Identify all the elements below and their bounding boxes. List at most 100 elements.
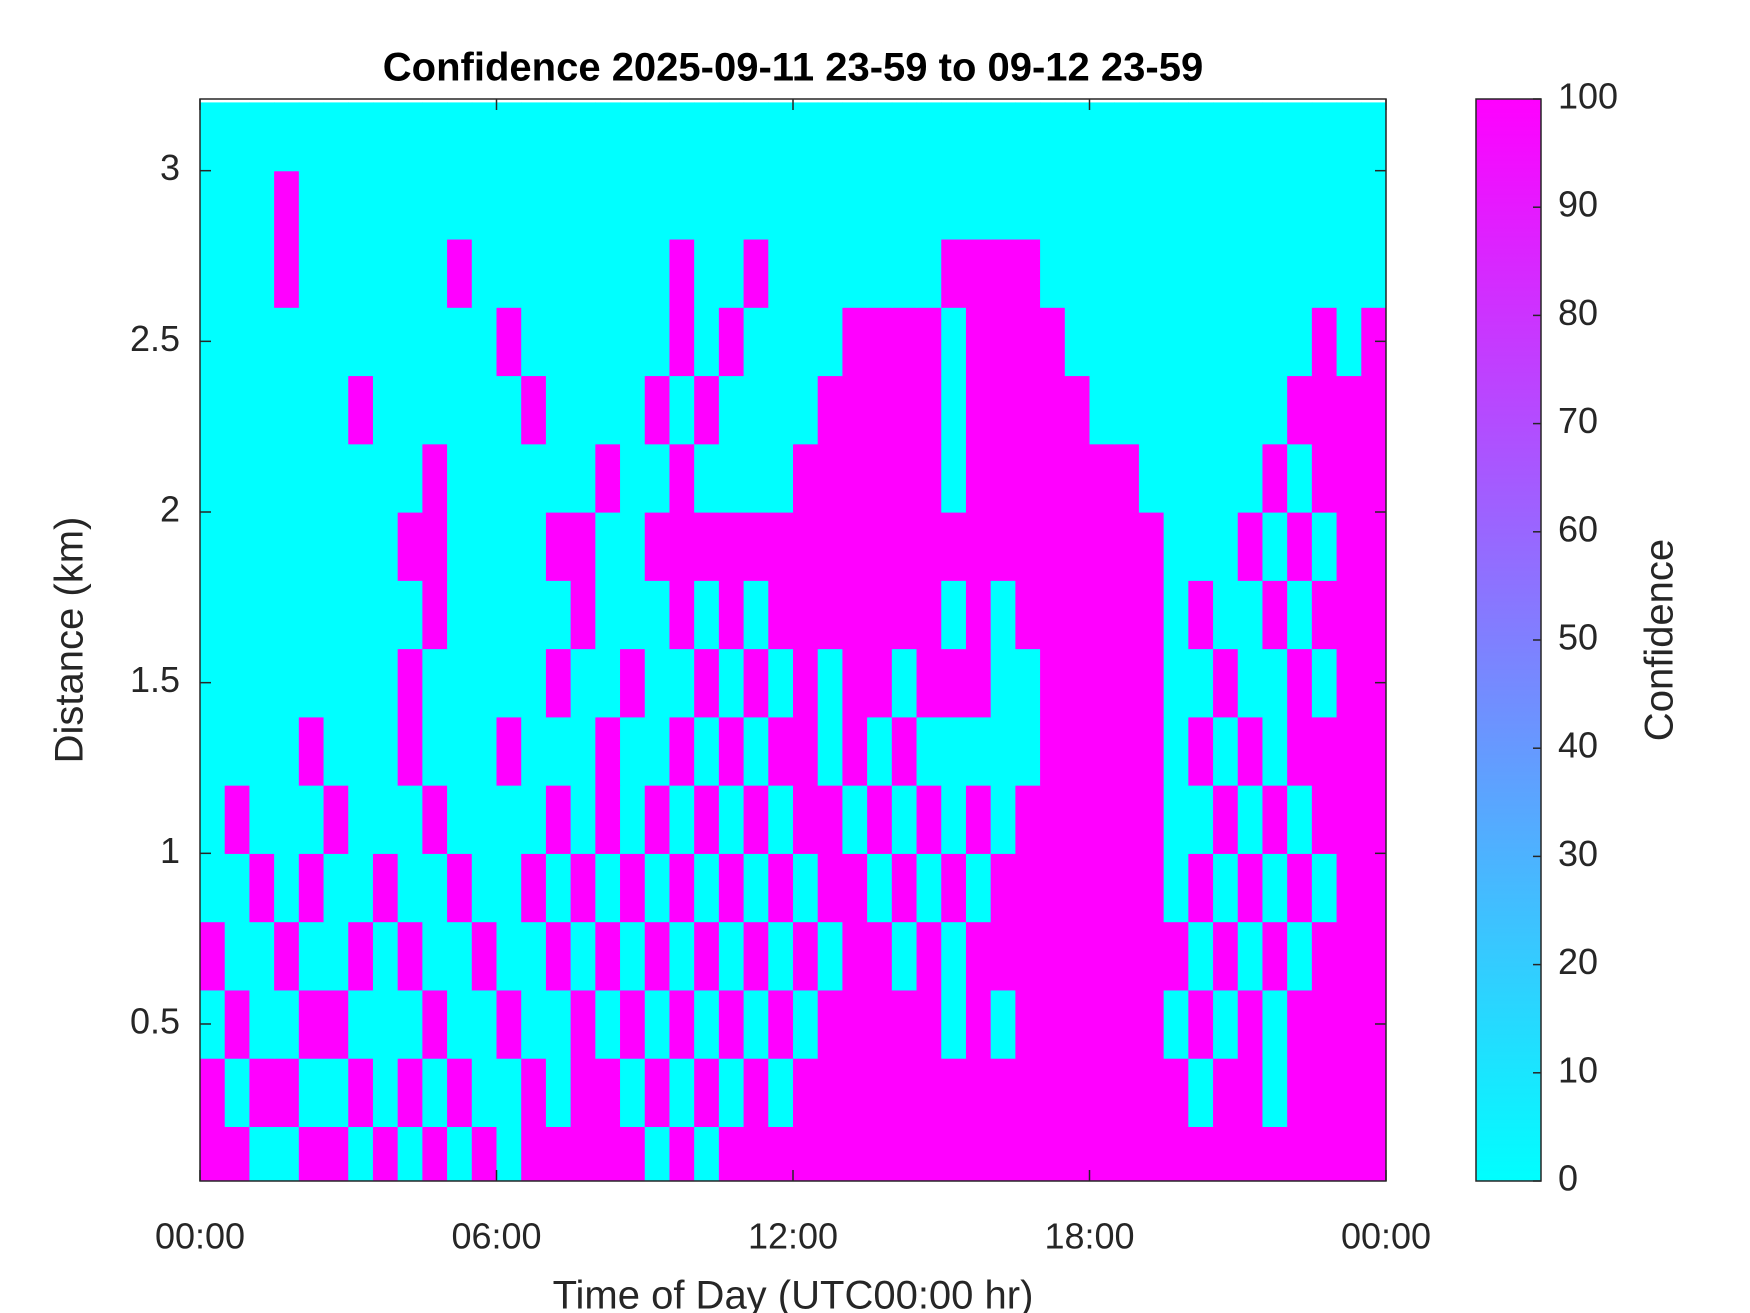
heatmap-cell (348, 989, 374, 1059)
heatmap-cell (595, 989, 621, 1059)
heatmap-cell (891, 443, 918, 513)
heatmap-cell (1336, 307, 1362, 377)
heatmap-cell (1040, 375, 1066, 445)
heatmap-cell (1213, 307, 1239, 377)
heatmap-cell (644, 102, 671, 172)
heatmap-cell (793, 238, 819, 308)
heatmap-cell (422, 853, 448, 923)
heatmap-cell (274, 307, 300, 377)
heatmap-cell (1089, 716, 1115, 786)
heatmap-cell (1262, 716, 1288, 786)
heatmap-cell (965, 648, 992, 718)
heatmap-cell (471, 512, 498, 581)
heatmap-cell (620, 921, 646, 991)
heatmap-cell (447, 921, 473, 991)
heatmap-cell (1361, 716, 1386, 786)
heatmap-cell (694, 238, 720, 308)
heatmap-cell (644, 170, 671, 240)
heatmap-cell (1361, 102, 1386, 172)
heatmap-cell (521, 375, 547, 445)
heatmap-cell (1188, 921, 1214, 991)
heatmap-cell (965, 375, 992, 445)
heatmap-cell (891, 238, 918, 308)
heatmap-cell (842, 1058, 868, 1127)
heatmap-cell (1188, 102, 1214, 172)
heatmap-cell (298, 102, 325, 172)
heatmap-cell (249, 648, 275, 718)
heatmap-cell (1287, 785, 1313, 854)
heatmap-cell (965, 170, 992, 240)
heatmap-cell (1064, 785, 1091, 854)
heatmap-cell (348, 716, 374, 786)
heatmap-cell (274, 1126, 300, 1181)
heatmap-cell (1311, 648, 1338, 718)
heatmap-cell (1040, 238, 1066, 308)
heatmap-cell (298, 1058, 325, 1127)
heatmap-cell (249, 443, 275, 513)
heatmap-cell (447, 375, 473, 445)
heatmap-cell (620, 102, 646, 172)
heatmap-cell (521, 580, 547, 650)
heatmap-cell (1262, 921, 1288, 991)
heatmap-cell (916, 375, 942, 445)
heatmap-cell (990, 580, 1016, 650)
heatmap-cell (447, 102, 473, 172)
heatmap-cell (916, 1126, 942, 1181)
heatmap-cell (1040, 989, 1066, 1059)
heatmap-cell (570, 853, 596, 923)
heatmap-cell (644, 785, 671, 854)
heatmap-cell (718, 238, 745, 308)
heatmap-cell (496, 580, 522, 650)
heatmap-cell (348, 648, 374, 718)
heatmap-cell (694, 1058, 720, 1127)
heatmap-cell (718, 170, 745, 240)
heatmap-cell (595, 375, 621, 445)
heatmap-cell (570, 580, 596, 650)
heatmap-cell (1361, 238, 1386, 308)
heatmap-cell (1262, 648, 1288, 718)
heatmap-cell (916, 102, 942, 172)
heatmap-cell (1361, 512, 1386, 581)
heatmap-cell (644, 375, 671, 445)
heatmap-cell (1089, 785, 1115, 854)
heatmap-cell (274, 1058, 300, 1127)
heatmap-cell (1213, 580, 1239, 650)
heatmap-cell (768, 921, 794, 991)
heatmap-cell (545, 1126, 572, 1181)
heatmap-cell (694, 443, 720, 513)
heatmap-cell (1213, 1126, 1239, 1181)
heatmap-cell (471, 238, 498, 308)
heatmap-cell (348, 1058, 374, 1127)
heatmap-cell (1188, 785, 1214, 854)
heatmap-cell (891, 1058, 918, 1127)
heatmap-cell (249, 170, 275, 240)
heatmap-cell (422, 921, 448, 991)
heatmap-cell (249, 102, 275, 172)
colorbar-tick-label: 10 (1558, 1049, 1598, 1090)
heatmap-cell (372, 1058, 399, 1127)
x-tick-label: 00:00 (1341, 1216, 1431, 1257)
heatmap-cell (718, 785, 745, 854)
heatmap-cell (397, 921, 423, 991)
heatmap-cell (298, 921, 325, 991)
heatmap-cell (1188, 1058, 1214, 1127)
heatmap-cell (990, 1058, 1016, 1127)
heatmap-cell (817, 785, 844, 854)
heatmap-cell (965, 102, 992, 172)
heatmap-cell (694, 853, 720, 923)
heatmap-cell (1262, 580, 1288, 650)
heatmap-cell (372, 580, 399, 650)
heatmap-cell (743, 102, 769, 172)
heatmap-cell (1213, 648, 1239, 718)
heatmap-cell (471, 443, 498, 513)
heatmap-cell (1064, 1058, 1091, 1127)
heatmap-cell (669, 853, 695, 923)
heatmap-cell (1361, 580, 1386, 650)
heatmap-cell (669, 443, 695, 513)
heatmap-cell (1089, 580, 1115, 650)
heatmap-cell (1213, 170, 1239, 240)
x-tick-label: 00:00 (155, 1216, 245, 1257)
heatmap-cell (447, 512, 473, 581)
heatmap-cell (941, 512, 967, 581)
heatmap-cell (1015, 785, 1041, 854)
